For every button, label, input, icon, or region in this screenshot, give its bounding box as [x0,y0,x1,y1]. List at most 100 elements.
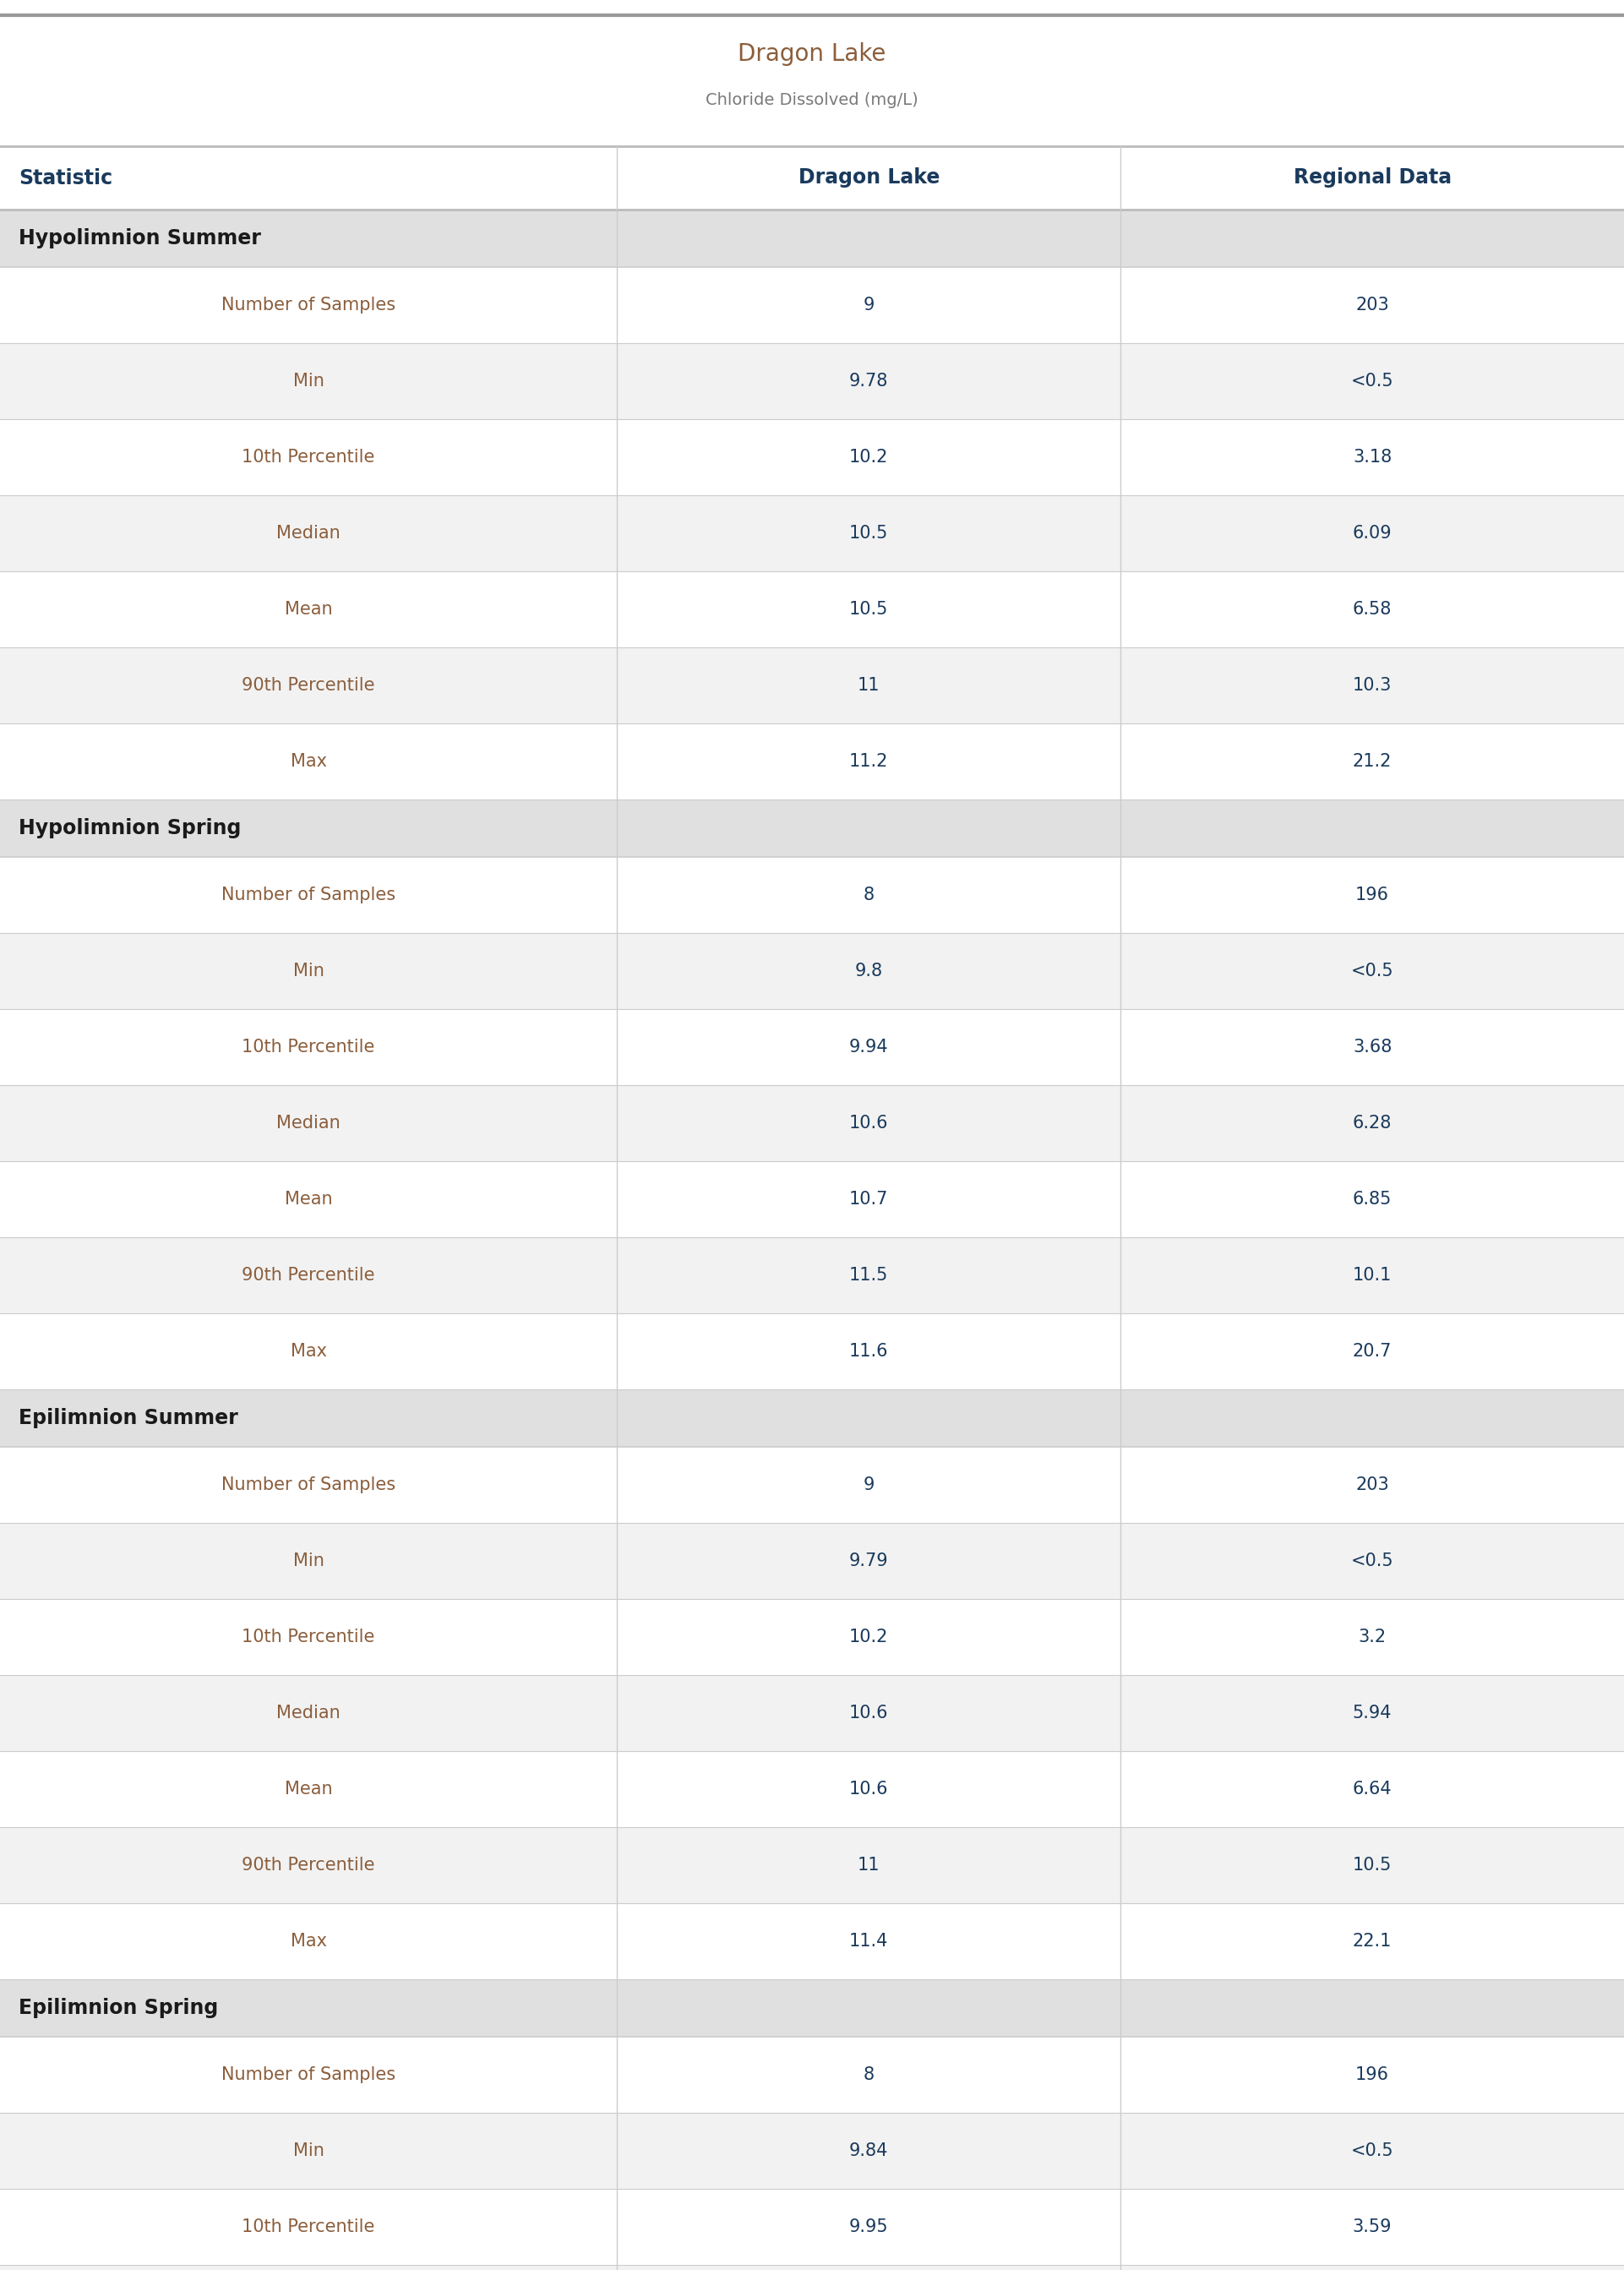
Bar [0,799,1624,858]
Text: 10.7: 10.7 [849,1192,888,1208]
Text: 10.2: 10.2 [849,1628,888,1646]
Text: 9.78: 9.78 [849,372,888,390]
Bar [0,1389,1624,1446]
Bar [0,1314,1624,1389]
Bar [0,1010,1624,1085]
Text: 203: 203 [1356,297,1389,313]
Text: <0.5: <0.5 [1351,962,1393,978]
Bar [0,2265,1624,2270]
Text: 10.2: 10.2 [849,449,888,465]
Text: 9.95: 9.95 [849,2218,888,2236]
Text: Mean: Mean [284,1780,333,1798]
Text: 10.6: 10.6 [849,1705,888,1721]
Text: 3.2: 3.2 [1358,1628,1387,1646]
Text: <0.5: <0.5 [1351,1553,1393,1569]
Text: Mean: Mean [284,602,333,617]
Text: Regional Data: Regional Data [1293,168,1452,188]
Text: Median: Median [276,524,341,543]
Bar [0,343,1624,420]
Text: Median: Median [276,1705,341,1721]
Text: 11.2: 11.2 [849,754,888,770]
Bar [0,2036,1624,2113]
Bar [0,1979,1624,2036]
Text: 9.8: 9.8 [854,962,883,978]
Text: 3.68: 3.68 [1353,1040,1392,1056]
Text: Dragon Lake: Dragon Lake [797,168,940,188]
Text: Hypolimnion Spring: Hypolimnion Spring [18,817,240,838]
Text: Min: Min [292,962,325,978]
Text: 6.64: 6.64 [1353,1780,1392,1798]
Text: 196: 196 [1356,2066,1389,2084]
Text: 10.1: 10.1 [1353,1267,1392,1285]
Text: Min: Min [292,2143,325,2159]
Text: 90th Percentile: 90th Percentile [242,1267,375,1285]
Text: 3.18: 3.18 [1353,449,1392,465]
Text: 9.79: 9.79 [849,1553,888,1569]
Text: 6.28: 6.28 [1353,1115,1392,1133]
Bar [0,495,1624,572]
Text: 3.59: 3.59 [1353,2218,1392,2236]
Bar [0,724,1624,799]
Text: <0.5: <0.5 [1351,2143,1393,2159]
Bar [0,1675,1624,1750]
Bar [0,1902,1624,1979]
Text: 11.5: 11.5 [849,1267,888,1285]
Bar [0,1750,1624,1827]
Text: 90th Percentile: 90th Percentile [242,1857,375,1873]
Text: 10.5: 10.5 [849,524,888,543]
Text: 5.94: 5.94 [1353,1705,1392,1721]
Bar [0,572,1624,647]
Text: Hypolimnion Summer: Hypolimnion Summer [18,229,261,247]
Bar [0,2188,1624,2265]
Bar [0,933,1624,1010]
Text: 6.58: 6.58 [1353,602,1392,617]
Bar [0,647,1624,724]
Text: 10.6: 10.6 [849,1780,888,1798]
Text: Chloride Dissolved (mg/L): Chloride Dissolved (mg/L) [706,93,918,109]
Bar [0,209,1624,268]
Text: 10th Percentile: 10th Percentile [242,1040,375,1056]
Text: Number of Samples: Number of Samples [221,888,396,903]
Bar [0,420,1624,495]
Text: Number of Samples: Number of Samples [221,1476,396,1494]
Text: 203: 203 [1356,1476,1389,1494]
Bar [0,1523,1624,1598]
Text: Max: Max [291,1344,326,1360]
Text: 10th Percentile: 10th Percentile [242,449,375,465]
Text: Statistic: Statistic [18,168,112,188]
Text: 90th Percentile: 90th Percentile [242,676,375,695]
Text: 9: 9 [864,297,874,313]
Bar [0,268,1624,343]
Text: Mean: Mean [284,1192,333,1208]
Bar [0,1237,1624,1314]
Text: 10.6: 10.6 [849,1115,888,1133]
Bar [0,1085,1624,1162]
Text: Median: Median [276,1115,341,1133]
Text: 11.6: 11.6 [849,1344,888,1360]
Text: 6.85: 6.85 [1353,1192,1392,1208]
Text: 10.5: 10.5 [849,602,888,617]
Text: Max: Max [291,754,326,770]
Text: Max: Max [291,1932,326,1950]
Text: 22.1: 22.1 [1353,1932,1392,1950]
Text: 196: 196 [1356,888,1389,903]
Text: 10th Percentile: 10th Percentile [242,1628,375,1646]
Bar [0,145,1624,209]
Bar [0,1446,1624,1523]
Bar [0,2113,1624,2188]
Text: Number of Samples: Number of Samples [221,2066,396,2084]
Bar [0,1598,1624,1675]
Text: Min: Min [292,1553,325,1569]
Text: <0.5: <0.5 [1351,372,1393,390]
Text: 11.4: 11.4 [849,1932,888,1950]
Text: 9.84: 9.84 [849,2143,888,2159]
Text: 11: 11 [857,676,880,695]
Text: 6.09: 6.09 [1353,524,1392,543]
Text: Min: Min [292,372,325,390]
Bar [0,858,1624,933]
Text: 11: 11 [857,1857,880,1873]
Text: Dragon Lake: Dragon Lake [737,43,887,66]
Text: 8: 8 [864,2066,874,2084]
Bar [0,16,1624,145]
Bar [0,1827,1624,1902]
